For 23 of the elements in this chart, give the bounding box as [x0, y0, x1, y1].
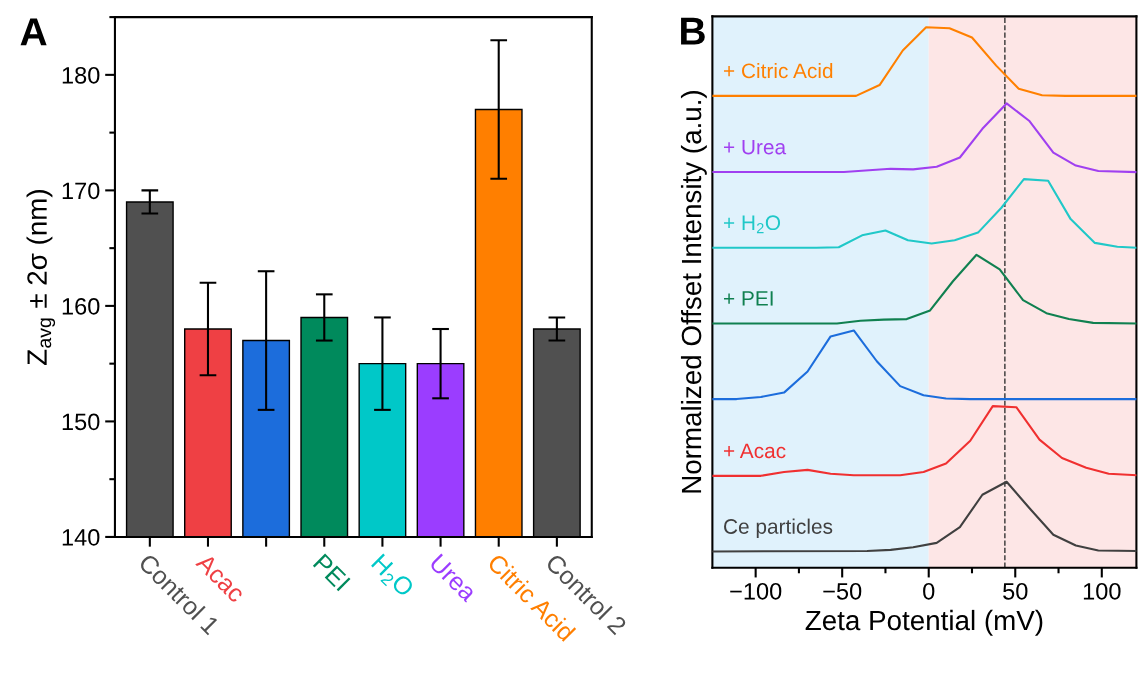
x-tick-label: H$_{2}$O [368, 553, 416, 601]
y-axis-title: Normalized Offset Intensity (a.u.) [680, 91, 707, 493]
series-label: + Citric Acid [724, 62, 833, 79]
series-label: + PEI [724, 291, 773, 306]
x-tick-label: 100 [1083, 582, 1121, 600]
x-tick-label: 50 [1003, 582, 1028, 600]
y-tick-label: 160 [62, 297, 100, 315]
x-tick-label: −50 [823, 582, 862, 600]
x-tick-label: −100 [730, 582, 782, 600]
text: A [20, 18, 47, 46]
y-tick-label: 150 [62, 413, 100, 431]
series-label: + H$_{2}$O [724, 215, 781, 234]
x-tick-label: 0 [923, 582, 935, 600]
series-label: Ce particles [724, 518, 833, 538]
series-label: + Acac [724, 443, 786, 459]
x-axis-title: Zeta Potential (mV) [805, 609, 1043, 636]
series-label: + Urea [724, 139, 787, 155]
y-tick-label: 180 [62, 66, 100, 84]
y-tick-label: 170 [62, 182, 100, 200]
y-axis-title: Z$_{avg}$ ± 2σ (nm) [26, 190, 56, 365]
text: B [681, 17, 705, 45]
x-tick-label: PEI [312, 553, 351, 592]
y-tick-label: 140 [62, 529, 100, 546]
